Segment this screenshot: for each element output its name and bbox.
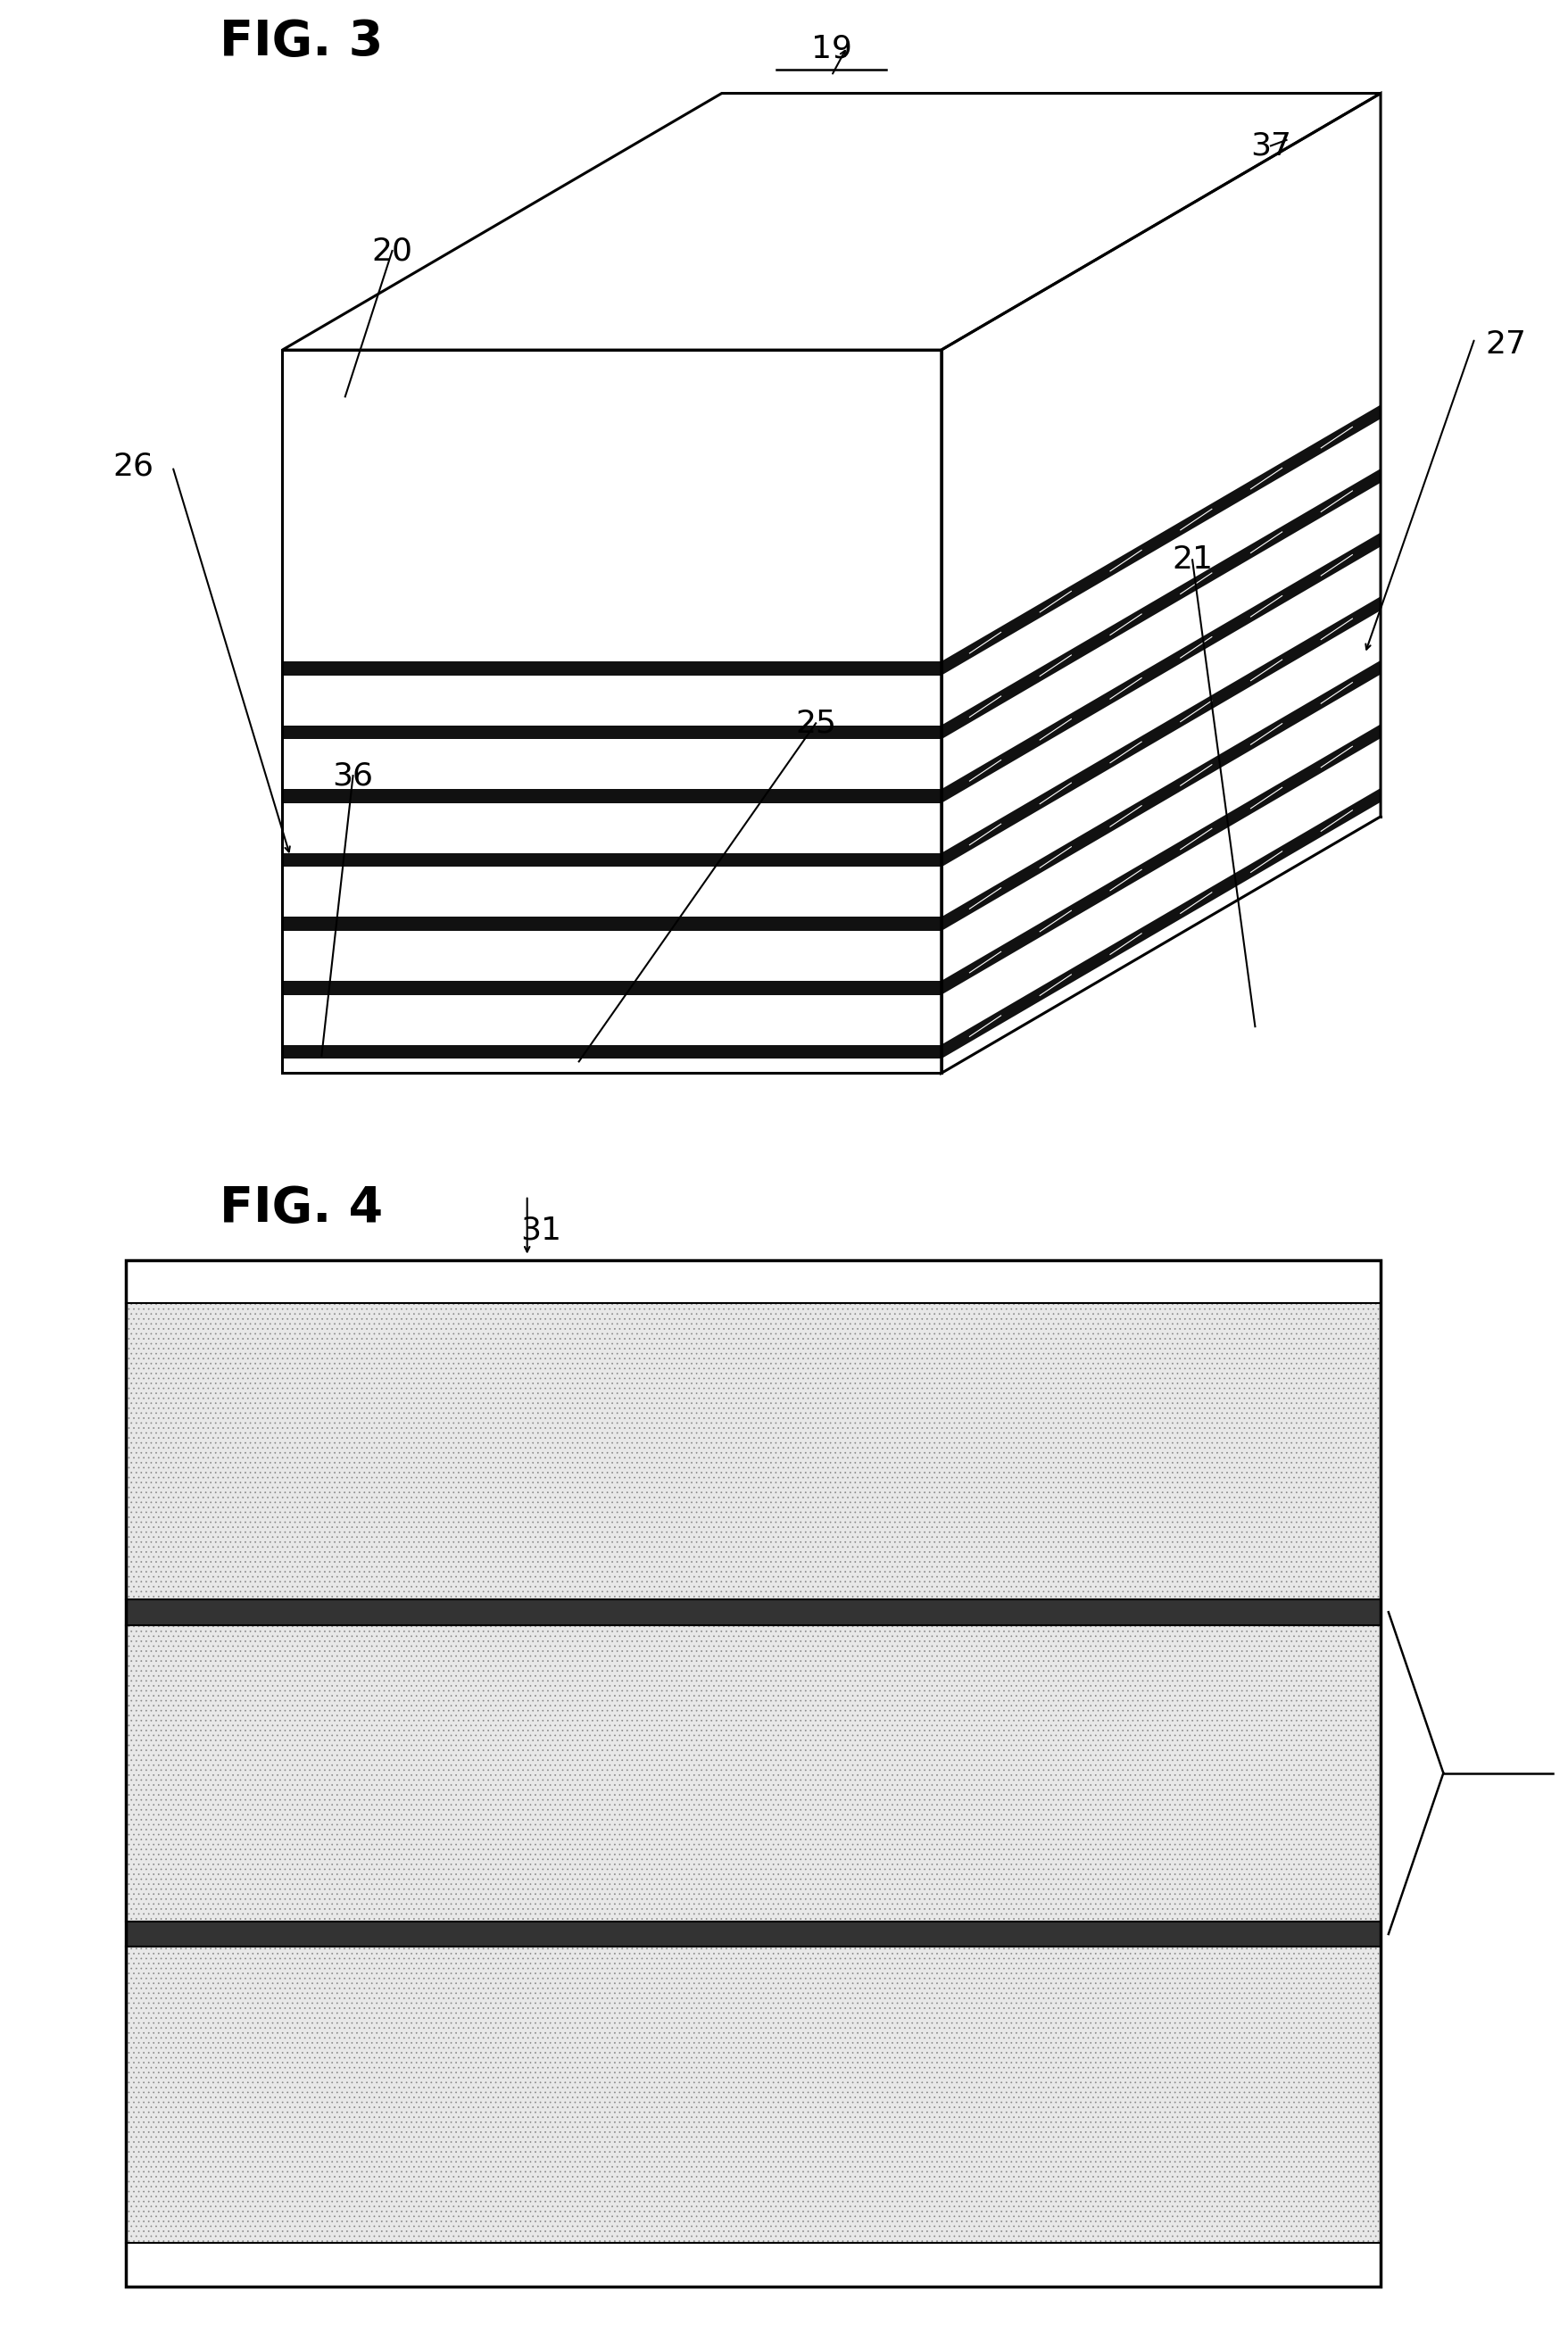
- Bar: [125, 1260, 1380, 1302]
- Polygon shape: [282, 663, 941, 677]
- Text: 27: 27: [1485, 329, 1526, 359]
- Bar: [125, 1624, 1380, 1922]
- Bar: [125, 1302, 1380, 1598]
- Text: 37: 37: [1250, 131, 1290, 161]
- Bar: [125, 2244, 1380, 2286]
- Text: 25: 25: [795, 707, 836, 740]
- Text: 36: 36: [332, 761, 373, 791]
- Bar: [125, 1922, 1380, 1948]
- Polygon shape: [941, 723, 1380, 994]
- Polygon shape: [941, 660, 1380, 931]
- Polygon shape: [282, 980, 941, 994]
- Text: 21: 21: [1171, 544, 1212, 576]
- Text: 26: 26: [113, 450, 154, 483]
- Polygon shape: [282, 789, 941, 803]
- Bar: [125, 1260, 1380, 2286]
- Polygon shape: [282, 726, 941, 740]
- Polygon shape: [941, 406, 1380, 677]
- Polygon shape: [941, 93, 1380, 1073]
- Polygon shape: [941, 597, 1380, 868]
- Text: FIG. 4: FIG. 4: [220, 1185, 383, 1232]
- Bar: [125, 1598, 1380, 1624]
- Bar: [125, 1948, 1380, 2244]
- Polygon shape: [941, 789, 1380, 1059]
- Polygon shape: [282, 93, 1380, 350]
- Polygon shape: [941, 469, 1380, 740]
- Polygon shape: [282, 854, 941, 868]
- Text: 19: 19: [811, 33, 851, 65]
- Text: FIG. 3: FIG. 3: [220, 19, 383, 65]
- Bar: [125, 1260, 1380, 2286]
- Text: 31: 31: [521, 1215, 561, 1246]
- Text: 20: 20: [372, 236, 412, 266]
- Polygon shape: [282, 917, 941, 931]
- Polygon shape: [282, 350, 941, 1073]
- Polygon shape: [282, 1045, 941, 1059]
- Polygon shape: [941, 532, 1380, 803]
